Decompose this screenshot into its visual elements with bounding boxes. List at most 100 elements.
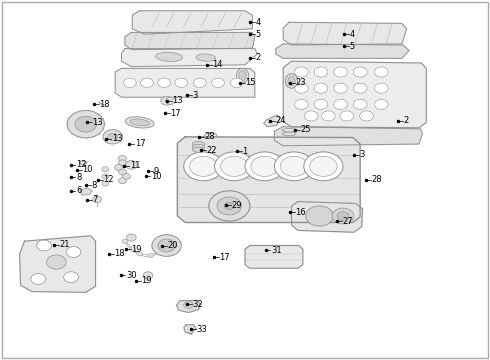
- Text: 8: 8: [91, 181, 97, 190]
- Bar: [240, 70, 245, 76]
- Bar: [220, 70, 225, 76]
- Circle shape: [126, 234, 136, 241]
- Circle shape: [122, 174, 130, 179]
- Circle shape: [340, 111, 354, 121]
- Circle shape: [102, 181, 109, 186]
- Circle shape: [66, 247, 81, 257]
- Circle shape: [304, 111, 318, 121]
- Ellipse shape: [156, 52, 182, 62]
- Text: 17: 17: [220, 253, 230, 262]
- Text: 25: 25: [300, 125, 311, 134]
- Text: 20: 20: [167, 241, 177, 250]
- Bar: [220, 78, 225, 84]
- Ellipse shape: [285, 74, 297, 88]
- Bar: [235, 78, 240, 84]
- Polygon shape: [283, 22, 407, 45]
- Circle shape: [129, 247, 135, 251]
- Circle shape: [334, 99, 347, 109]
- Circle shape: [184, 152, 223, 181]
- Bar: [201, 70, 205, 76]
- Text: 33: 33: [196, 325, 207, 334]
- Text: 19: 19: [141, 276, 151, 285]
- Text: 9: 9: [153, 166, 159, 175]
- Circle shape: [161, 239, 167, 243]
- Circle shape: [334, 67, 347, 77]
- Circle shape: [158, 78, 171, 87]
- Circle shape: [306, 206, 333, 226]
- Circle shape: [212, 78, 224, 87]
- Polygon shape: [125, 32, 255, 50]
- Bar: [225, 70, 230, 76]
- Circle shape: [175, 78, 188, 87]
- Circle shape: [353, 99, 367, 109]
- Polygon shape: [122, 49, 257, 67]
- Circle shape: [123, 78, 136, 87]
- Circle shape: [161, 96, 172, 105]
- Text: 24: 24: [276, 116, 286, 125]
- Circle shape: [47, 255, 66, 269]
- Circle shape: [294, 67, 308, 77]
- Bar: [186, 78, 191, 84]
- Ellipse shape: [239, 71, 246, 81]
- Circle shape: [93, 196, 101, 203]
- Ellipse shape: [130, 119, 149, 126]
- Bar: [230, 78, 235, 84]
- Ellipse shape: [288, 77, 295, 85]
- Circle shape: [119, 156, 126, 161]
- Circle shape: [102, 174, 109, 179]
- Polygon shape: [274, 127, 422, 146]
- Text: 13: 13: [112, 134, 122, 143]
- Circle shape: [119, 178, 126, 184]
- Polygon shape: [132, 11, 252, 34]
- Circle shape: [274, 152, 314, 181]
- Circle shape: [152, 235, 181, 256]
- Circle shape: [294, 83, 308, 93]
- Text: 18: 18: [114, 249, 125, 258]
- Text: 6: 6: [76, 186, 81, 195]
- Text: 5: 5: [255, 30, 261, 39]
- Bar: [225, 78, 230, 84]
- Text: 28: 28: [371, 175, 382, 184]
- Text: 10: 10: [82, 165, 93, 174]
- Ellipse shape: [125, 117, 154, 128]
- Text: 17: 17: [171, 109, 181, 118]
- Polygon shape: [264, 115, 280, 127]
- Text: 31: 31: [271, 246, 282, 255]
- Polygon shape: [80, 188, 92, 195]
- Bar: [191, 78, 196, 84]
- Ellipse shape: [282, 129, 296, 132]
- Polygon shape: [276, 44, 409, 58]
- Bar: [201, 78, 205, 84]
- Text: 10: 10: [151, 172, 161, 181]
- Polygon shape: [177, 137, 360, 222]
- Bar: [191, 70, 196, 76]
- Circle shape: [220, 156, 248, 176]
- Ellipse shape: [193, 147, 205, 152]
- Circle shape: [190, 156, 217, 176]
- Circle shape: [374, 99, 388, 109]
- Text: 22: 22: [206, 146, 217, 155]
- Bar: [230, 70, 235, 76]
- Polygon shape: [115, 68, 255, 97]
- Circle shape: [337, 212, 349, 220]
- Text: 13: 13: [172, 96, 183, 105]
- Circle shape: [353, 67, 367, 77]
- Circle shape: [103, 130, 122, 144]
- Circle shape: [294, 99, 308, 109]
- Text: 14: 14: [212, 60, 222, 69]
- Bar: [206, 70, 210, 76]
- Bar: [206, 78, 210, 84]
- Polygon shape: [292, 202, 363, 232]
- Text: 27: 27: [342, 217, 353, 226]
- Text: 4: 4: [255, 18, 261, 27]
- Circle shape: [245, 152, 284, 181]
- Circle shape: [119, 160, 126, 166]
- Polygon shape: [20, 236, 96, 292]
- Circle shape: [137, 252, 143, 256]
- Ellipse shape: [282, 132, 296, 136]
- Ellipse shape: [79, 161, 87, 165]
- Polygon shape: [245, 246, 303, 268]
- Text: 23: 23: [295, 78, 306, 87]
- Text: 16: 16: [295, 208, 306, 217]
- Circle shape: [209, 191, 250, 221]
